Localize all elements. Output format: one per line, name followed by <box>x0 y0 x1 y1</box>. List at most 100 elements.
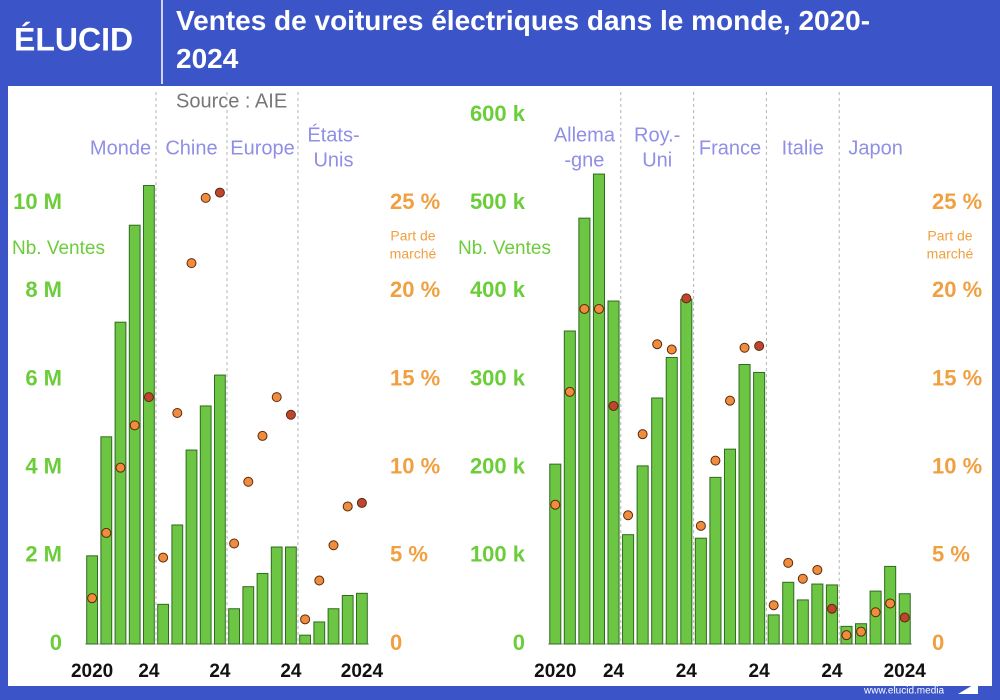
y2-axis-label: Part de <box>927 228 972 244</box>
share-dot <box>652 339 663 350</box>
bar <box>782 581 795 645</box>
bar <box>636 465 649 645</box>
share-dot <box>783 557 794 568</box>
share-dot <box>681 293 692 304</box>
bar <box>327 608 340 645</box>
share-dot <box>229 538 240 549</box>
footer: www.elucid.media <box>863 686 944 697</box>
bar <box>313 621 326 645</box>
share-dot <box>328 540 339 551</box>
y-tick-label: 200 k <box>470 453 526 478</box>
bar <box>723 448 737 645</box>
share-dot <box>710 455 721 466</box>
bar <box>242 586 255 645</box>
y-tick-label: 100 k <box>470 542 526 567</box>
share-dot <box>579 303 590 314</box>
axis-label-bg <box>456 236 578 262</box>
group-label: Europe <box>230 137 295 159</box>
group-label: États- <box>307 123 359 146</box>
bar <box>270 546 283 645</box>
share-dot <box>115 462 126 473</box>
share-dot <box>885 598 896 609</box>
y-tick-label: 0 <box>50 630 62 655</box>
share-dot <box>797 573 808 584</box>
y2-tick-label: 25 % <box>390 189 440 214</box>
group-label: Monde <box>90 137 151 159</box>
share-dot <box>739 342 750 353</box>
share-dot <box>550 499 561 510</box>
share-dot <box>841 630 852 641</box>
y2-axis-label: Part de <box>390 228 435 244</box>
y2-axis-label: marché <box>390 246 437 262</box>
x-tick-label: 24 <box>280 661 302 682</box>
bar <box>199 405 212 645</box>
share-dot <box>342 501 353 512</box>
group-label: France <box>699 137 761 159</box>
group-label: Allema <box>554 124 616 146</box>
x-tick-label: 24 <box>138 661 160 682</box>
x-tick-label: 24 <box>821 661 843 682</box>
bar <box>185 449 198 645</box>
y-tick-label: 0 <box>513 630 525 655</box>
bar <box>869 590 882 645</box>
bar <box>753 371 766 645</box>
share-dot <box>608 400 619 411</box>
y-tick-label: 4 M <box>25 453 62 478</box>
title-box: Ventes de voitures électriques dans le m… <box>176 5 871 74</box>
bar <box>114 321 127 645</box>
share-dot <box>271 392 282 403</box>
x-tick-label: 24 <box>603 661 625 682</box>
y-tick-label: 600 k <box>470 101 526 126</box>
y-tick-label: 6 M <box>25 365 62 390</box>
bar <box>811 583 824 645</box>
x-tick-label: 2024 <box>341 661 384 682</box>
share-dot <box>593 303 604 314</box>
y2-tick-label: 10 % <box>390 453 440 478</box>
y-axis-label: Nb. Ventes <box>458 238 551 259</box>
share-dot <box>172 408 183 419</box>
bar <box>622 534 635 645</box>
title: Ventes de voitures électriques dans le m… <box>176 5 871 74</box>
bar <box>256 572 269 645</box>
bar <box>680 298 693 645</box>
share-dot <box>856 626 867 637</box>
share-dot <box>186 258 197 269</box>
share-dot <box>768 600 779 611</box>
share-dot <box>200 192 211 203</box>
y-tick-label: 8 M <box>25 277 62 302</box>
share-dot <box>101 527 112 538</box>
share-dot <box>637 429 648 440</box>
y2-axis-label: marché <box>927 246 974 262</box>
y2-tick-label: 5 % <box>390 542 428 567</box>
y-tick-label: 400 k <box>470 277 526 302</box>
x-tick-label: 2020 <box>71 661 113 682</box>
y2-tick-label: 15 % <box>932 365 982 390</box>
share-dot <box>158 552 169 563</box>
share-dot <box>666 344 677 355</box>
y2-tick-label: 5 % <box>932 542 970 567</box>
y2-tick-label: 0 <box>390 630 402 655</box>
y2-tick-label: 15 % <box>390 365 440 390</box>
bar <box>100 436 113 645</box>
share-dot <box>314 575 325 586</box>
y-tick-label: 500 k <box>470 189 526 214</box>
share-dot <box>300 614 311 625</box>
bar <box>228 608 240 645</box>
share-dot <box>87 593 98 604</box>
share-dot <box>257 430 268 441</box>
bar <box>356 592 368 645</box>
bar <box>171 524 184 645</box>
y2-tick-label: 20 % <box>932 277 982 302</box>
share-dot <box>214 187 225 198</box>
bar <box>592 173 605 645</box>
group-label: Chine <box>165 137 217 159</box>
bar <box>157 603 169 645</box>
bar <box>607 300 620 645</box>
bar <box>694 537 707 645</box>
share-dot <box>754 340 765 351</box>
group-label: Italie <box>782 137 824 159</box>
share-dot <box>725 395 735 406</box>
group-label: -gne <box>564 149 604 171</box>
share-dot <box>870 607 881 618</box>
